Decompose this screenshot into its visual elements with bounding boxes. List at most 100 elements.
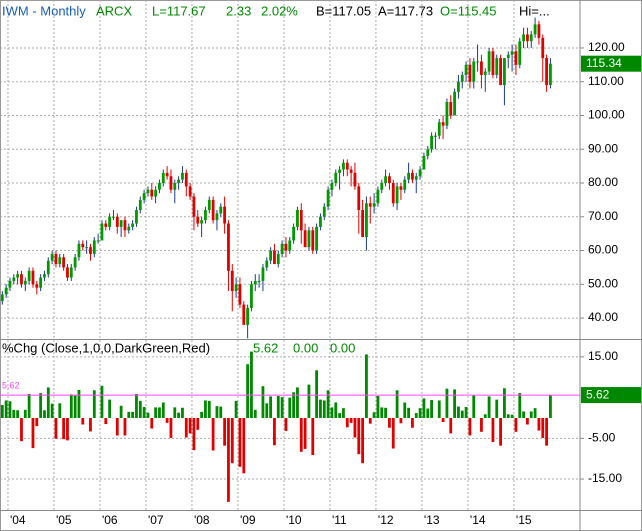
candle-body xyxy=(399,186,403,190)
bar xyxy=(0,404,4,418)
candle-body xyxy=(119,220,123,227)
candle-body xyxy=(81,243,85,248)
y-tick-label: 120.00 xyxy=(588,40,625,54)
bar xyxy=(16,410,20,418)
bar xyxy=(253,409,257,418)
last: L=117.67 xyxy=(152,3,206,18)
candle-body xyxy=(311,230,315,251)
candle-body xyxy=(522,34,525,42)
bar xyxy=(464,406,468,418)
bar xyxy=(395,390,399,418)
candle-body xyxy=(460,74,464,82)
bar xyxy=(319,399,322,418)
bar xyxy=(219,406,223,418)
candle-body xyxy=(23,280,27,285)
candle-body xyxy=(238,284,242,305)
candle-body xyxy=(223,206,227,224)
candle-body xyxy=(330,183,334,190)
candle-body xyxy=(434,135,437,137)
bar xyxy=(92,390,96,418)
candle-body xyxy=(269,250,273,261)
bar xyxy=(372,412,376,418)
bar xyxy=(127,411,131,418)
bar xyxy=(31,417,35,449)
candle-body xyxy=(280,243,284,254)
last-price-label: 115.34 xyxy=(586,56,622,70)
bar xyxy=(211,417,215,451)
y-tick-label: 40.00 xyxy=(588,310,618,324)
candle-body xyxy=(499,58,502,86)
bar xyxy=(326,390,330,418)
candle-body xyxy=(142,193,146,200)
candle-body xyxy=(146,189,150,194)
bar xyxy=(223,417,227,446)
bar xyxy=(334,402,338,418)
candle-body xyxy=(92,240,96,254)
bar xyxy=(188,417,192,434)
candle-body xyxy=(514,51,518,65)
candle-body xyxy=(131,223,135,227)
y-tick-label: -5.00 xyxy=(588,430,616,444)
bar xyxy=(146,412,150,418)
candle-body xyxy=(135,210,138,224)
candle-body xyxy=(169,176,173,190)
candle-body xyxy=(234,284,238,292)
x-tick-label: '05 xyxy=(56,513,72,527)
candle-body xyxy=(12,277,16,281)
bar xyxy=(62,417,66,440)
candle-body xyxy=(138,199,142,211)
candle-body xyxy=(403,179,407,190)
candle-body xyxy=(518,41,522,65)
bar xyxy=(449,417,453,434)
bar xyxy=(234,400,238,418)
bar xyxy=(315,370,319,418)
bar xyxy=(292,392,296,418)
bar xyxy=(169,417,173,438)
candle-body xyxy=(299,210,303,231)
candle-body xyxy=(395,186,399,204)
candle-body xyxy=(173,183,177,190)
bar xyxy=(357,417,361,455)
bar xyxy=(296,387,299,418)
candle-body xyxy=(230,270,234,292)
x-tick-label: '11 xyxy=(332,513,347,527)
bar xyxy=(66,417,69,441)
bar xyxy=(472,395,476,418)
bar xyxy=(457,406,460,418)
bar xyxy=(487,396,491,418)
candle-body xyxy=(215,213,219,221)
x-tick-label: '10 xyxy=(286,513,302,527)
bar xyxy=(261,386,265,418)
candle-body xyxy=(449,101,453,116)
bar xyxy=(522,411,525,418)
candle-body xyxy=(503,58,506,86)
bar xyxy=(46,387,50,418)
candle-body xyxy=(537,24,541,38)
bar xyxy=(250,351,253,418)
candle-body xyxy=(39,277,43,288)
bar xyxy=(499,417,502,446)
bar xyxy=(246,364,250,418)
candle-body xyxy=(16,274,20,278)
candle-body xyxy=(506,54,510,59)
bar xyxy=(8,401,12,418)
bar xyxy=(123,417,127,436)
y-tick-label: 90.00 xyxy=(588,141,618,155)
y-tick-label: 80.00 xyxy=(588,175,618,189)
candle-body xyxy=(391,183,395,204)
candle-body xyxy=(380,183,384,190)
bar xyxy=(430,400,433,418)
bar xyxy=(422,398,426,418)
candle-body xyxy=(411,172,414,180)
candle-body xyxy=(227,223,230,271)
last-price-box xyxy=(581,55,641,72)
candle-body xyxy=(388,176,391,184)
candle-body xyxy=(104,223,108,227)
bar xyxy=(526,417,529,425)
x-tick-label: '09 xyxy=(240,513,256,527)
bar xyxy=(495,399,499,418)
candle-body xyxy=(445,101,449,126)
candle-body xyxy=(242,304,246,325)
bar xyxy=(399,417,403,424)
candle-body xyxy=(165,172,169,177)
